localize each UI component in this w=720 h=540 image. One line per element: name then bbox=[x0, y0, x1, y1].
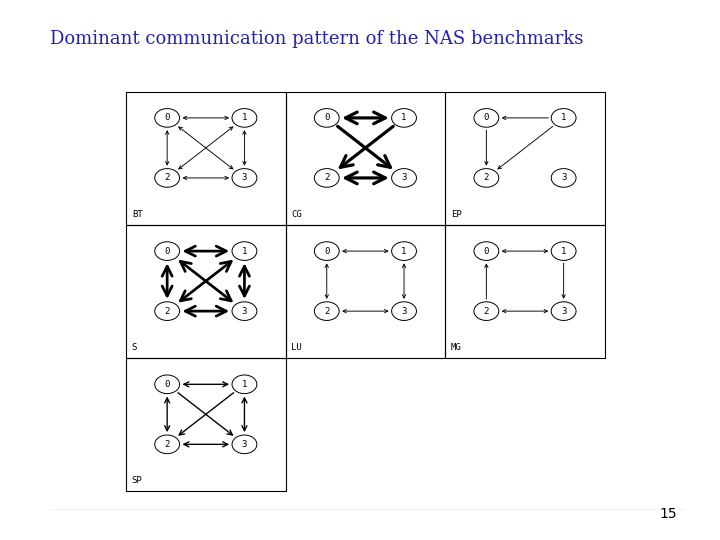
FancyArrowPatch shape bbox=[503, 116, 549, 119]
Circle shape bbox=[232, 168, 257, 187]
Text: 2: 2 bbox=[324, 307, 330, 315]
FancyArrowPatch shape bbox=[242, 398, 247, 431]
FancyArrowPatch shape bbox=[498, 126, 553, 169]
Circle shape bbox=[474, 168, 499, 187]
Text: 0: 0 bbox=[484, 113, 489, 123]
FancyArrowPatch shape bbox=[184, 442, 228, 447]
Text: LU: LU bbox=[292, 343, 302, 352]
Circle shape bbox=[552, 242, 576, 260]
Circle shape bbox=[315, 168, 339, 187]
Text: 1: 1 bbox=[242, 113, 247, 123]
FancyArrowPatch shape bbox=[185, 246, 226, 256]
Text: S: S bbox=[132, 343, 137, 352]
Circle shape bbox=[232, 109, 257, 127]
Circle shape bbox=[155, 375, 179, 394]
Text: 2: 2 bbox=[164, 307, 170, 315]
Circle shape bbox=[232, 242, 257, 260]
FancyArrowPatch shape bbox=[166, 131, 168, 165]
Circle shape bbox=[155, 242, 179, 260]
FancyArrowPatch shape bbox=[346, 172, 385, 184]
Circle shape bbox=[232, 435, 257, 454]
Text: 0: 0 bbox=[324, 247, 330, 255]
Circle shape bbox=[155, 435, 179, 454]
Text: 3: 3 bbox=[401, 173, 407, 183]
FancyArrowPatch shape bbox=[178, 393, 233, 435]
Text: 1: 1 bbox=[561, 113, 567, 123]
Text: 0: 0 bbox=[484, 247, 489, 255]
Circle shape bbox=[232, 375, 257, 394]
FancyArrowPatch shape bbox=[162, 266, 172, 296]
FancyArrowPatch shape bbox=[240, 266, 249, 296]
Circle shape bbox=[315, 109, 339, 127]
Text: 0: 0 bbox=[164, 113, 170, 123]
FancyArrowPatch shape bbox=[179, 393, 233, 435]
FancyArrowPatch shape bbox=[184, 382, 228, 387]
FancyArrowPatch shape bbox=[325, 264, 328, 298]
Text: 1: 1 bbox=[561, 247, 567, 255]
FancyArrowPatch shape bbox=[338, 126, 390, 167]
Circle shape bbox=[552, 302, 576, 320]
Text: 2: 2 bbox=[164, 440, 170, 449]
Circle shape bbox=[315, 242, 339, 260]
Circle shape bbox=[155, 168, 179, 187]
FancyArrowPatch shape bbox=[184, 176, 228, 180]
Circle shape bbox=[155, 109, 179, 127]
FancyArrowPatch shape bbox=[343, 249, 388, 253]
Circle shape bbox=[392, 168, 416, 187]
Text: 2: 2 bbox=[324, 173, 330, 183]
Text: 2: 2 bbox=[484, 173, 489, 183]
Text: 1: 1 bbox=[401, 113, 407, 123]
Text: 0: 0 bbox=[164, 247, 170, 255]
Text: 15: 15 bbox=[660, 507, 677, 521]
Circle shape bbox=[392, 302, 416, 320]
FancyArrowPatch shape bbox=[185, 306, 226, 316]
FancyArrowPatch shape bbox=[179, 127, 233, 169]
FancyArrowPatch shape bbox=[503, 249, 547, 253]
Text: 0: 0 bbox=[324, 113, 330, 123]
Text: 3: 3 bbox=[561, 307, 567, 315]
FancyArrowPatch shape bbox=[341, 126, 393, 167]
Text: 2: 2 bbox=[164, 173, 170, 183]
Text: 3: 3 bbox=[401, 307, 407, 315]
FancyArrowPatch shape bbox=[179, 127, 233, 169]
Text: SP: SP bbox=[132, 476, 143, 485]
Circle shape bbox=[392, 242, 416, 260]
Circle shape bbox=[392, 109, 416, 127]
Text: 1: 1 bbox=[242, 247, 247, 255]
Text: 1: 1 bbox=[242, 380, 247, 389]
Text: CG: CG bbox=[292, 210, 302, 219]
Text: BT: BT bbox=[132, 210, 143, 219]
FancyArrowPatch shape bbox=[485, 264, 488, 299]
Text: 3: 3 bbox=[561, 173, 567, 183]
FancyArrowPatch shape bbox=[181, 261, 231, 301]
FancyArrowPatch shape bbox=[402, 264, 405, 298]
Text: 2: 2 bbox=[484, 307, 489, 315]
FancyArrowPatch shape bbox=[346, 112, 385, 124]
FancyArrowPatch shape bbox=[485, 130, 488, 165]
Circle shape bbox=[155, 302, 179, 320]
Circle shape bbox=[474, 242, 499, 260]
Text: 3: 3 bbox=[242, 173, 247, 183]
Circle shape bbox=[552, 109, 576, 127]
Circle shape bbox=[232, 302, 257, 320]
Text: 3: 3 bbox=[242, 307, 247, 315]
Circle shape bbox=[474, 109, 499, 127]
Text: Dominant communication pattern of the NAS benchmarks: Dominant communication pattern of the NA… bbox=[50, 30, 584, 48]
FancyArrowPatch shape bbox=[503, 309, 547, 313]
Text: 0: 0 bbox=[164, 380, 170, 389]
Circle shape bbox=[474, 302, 499, 320]
Text: 1: 1 bbox=[401, 247, 407, 255]
FancyArrowPatch shape bbox=[181, 261, 231, 301]
FancyArrowPatch shape bbox=[184, 116, 228, 119]
FancyArrowPatch shape bbox=[243, 131, 246, 165]
FancyArrowPatch shape bbox=[343, 309, 388, 313]
FancyArrowPatch shape bbox=[562, 263, 565, 298]
Text: 3: 3 bbox=[242, 440, 247, 449]
Text: MG: MG bbox=[451, 343, 462, 352]
FancyArrowPatch shape bbox=[165, 398, 170, 431]
Text: EP: EP bbox=[451, 210, 462, 219]
Circle shape bbox=[552, 168, 576, 187]
Circle shape bbox=[315, 302, 339, 320]
